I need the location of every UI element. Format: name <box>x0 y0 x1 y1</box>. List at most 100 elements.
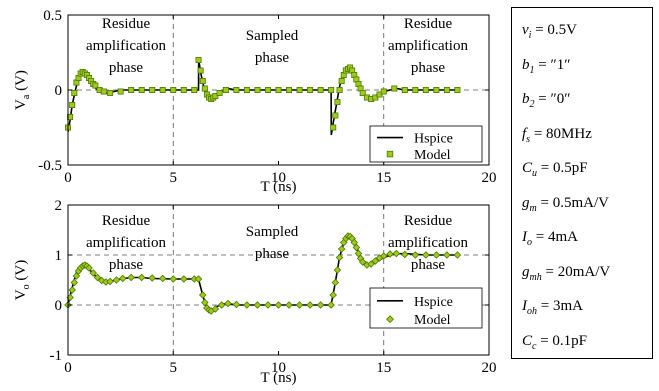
phase-label: Residue <box>102 213 151 229</box>
data-point-model <box>138 87 145 94</box>
data-point-model <box>117 88 124 95</box>
data-point-model <box>159 87 166 94</box>
data-point-model <box>359 90 366 97</box>
x-tick-label: 15 <box>376 360 391 376</box>
y-tick-label: 1 <box>55 248 63 264</box>
param-subscript: c <box>532 340 537 352</box>
x-tick-label: 10 <box>271 360 286 376</box>
data-point-model <box>443 87 450 94</box>
data-point-model <box>332 112 339 119</box>
data-point-model <box>316 301 325 309</box>
data-point-model <box>264 87 271 94</box>
data-point-model <box>334 99 341 106</box>
x-axis-label: T (ns) <box>261 179 297 195</box>
x-tick-label: 0 <box>64 170 72 186</box>
data-point-model <box>350 238 359 247</box>
y-tick-label: -0.5 <box>38 158 62 174</box>
data-point-model <box>253 301 262 309</box>
x-tick-label: 10 <box>271 170 286 186</box>
legend-label-model: Model <box>414 313 451 328</box>
param-row: fs = 80MHz <box>522 126 592 145</box>
x-axis-label: T (ns) <box>261 370 297 386</box>
legend-marker-model <box>386 150 394 158</box>
data-point-model <box>367 260 375 268</box>
data-point-model <box>93 273 102 282</box>
phase-label: amplification <box>388 38 468 54</box>
data-point-model <box>149 87 156 94</box>
data-point-model <box>180 275 188 283</box>
phase-label: Residue <box>404 16 453 32</box>
data-point-model <box>443 251 451 259</box>
data-point-model <box>307 87 314 94</box>
phase-label: phase <box>411 257 445 273</box>
phase-label: phase <box>109 257 143 273</box>
data-point-model <box>127 273 135 282</box>
data-point-model <box>92 82 99 89</box>
param-subscript: oh <box>527 306 537 317</box>
data-point-model <box>264 301 272 309</box>
param-value: = ″0″ <box>534 91 571 107</box>
x-tick-label: 20 <box>482 360 497 376</box>
param-symbol: I <box>522 298 527 314</box>
chart-panel-2: Residue amplification phase Sampled phase Res… <box>13 198 497 386</box>
data-point-model <box>274 301 283 309</box>
data-point-model <box>412 87 419 94</box>
data-point-model <box>380 88 387 95</box>
data-point-model <box>401 87 408 94</box>
data-point-model <box>358 258 367 266</box>
data-point-model <box>201 298 209 307</box>
param-symbol: g <box>522 194 530 211</box>
param-value: = 3mA <box>537 298 583 314</box>
data-point-model <box>328 87 335 94</box>
legend-marker-model <box>386 315 394 324</box>
data-point-model <box>199 78 206 85</box>
data-point-model <box>216 90 223 97</box>
data-point-model <box>331 278 340 287</box>
data-point-model <box>195 57 202 64</box>
param-row: Cu = 0.5pF <box>522 160 588 179</box>
param-value: = 0.5mA/V <box>536 194 609 211</box>
parameter-box: vi = 0.5V b1 = ″1″ b2 = ″0″ fs = 80MHz Cu = … <box>511 7 653 359</box>
param-symbol: f <box>522 125 527 142</box>
phase-label: amplification <box>388 235 468 251</box>
data-point-model <box>379 252 388 260</box>
data-point-model <box>222 87 229 94</box>
param-row: vi = 0.5V <box>522 22 577 41</box>
data-point-model <box>333 266 342 274</box>
data-point-model <box>337 245 346 253</box>
data-point-model <box>286 87 293 94</box>
phase-label: Residue <box>102 16 151 32</box>
param-value: = 0.1pF <box>536 332 588 349</box>
data-point-model <box>233 87 240 94</box>
x-tick-label: 20 <box>482 170 497 186</box>
data-point-model <box>275 87 282 94</box>
data-point-model <box>198 291 207 299</box>
phase-label: phase <box>109 60 143 76</box>
param-value: = 0.5pF <box>537 160 588 176</box>
param-subscript: 2 <box>529 99 535 110</box>
data-point-model <box>211 305 220 313</box>
data-point-model <box>371 257 380 265</box>
data-point-model <box>295 301 304 309</box>
data-point-model <box>243 87 250 94</box>
data-point-model <box>454 87 461 94</box>
x-tick-label: 15 <box>376 170 391 186</box>
data-point-model <box>194 275 203 283</box>
data-point-model <box>433 87 440 94</box>
data-point-model <box>422 87 429 94</box>
param-symbol: C <box>522 160 533 176</box>
param-row: Io = 4mA <box>522 229 578 248</box>
data-point-model <box>197 67 204 74</box>
data-point-model <box>128 87 135 94</box>
param-symbol: g <box>522 263 530 280</box>
phase-label: Residue <box>404 213 453 229</box>
data-point-model <box>69 102 76 109</box>
param-subscript: o <box>527 237 532 248</box>
data-point-model <box>112 276 121 284</box>
y-tick-label: -1 <box>50 348 63 364</box>
param-symbol: C <box>522 332 533 349</box>
x-tick-label: 0 <box>64 360 72 376</box>
data-point-model <box>354 249 363 258</box>
